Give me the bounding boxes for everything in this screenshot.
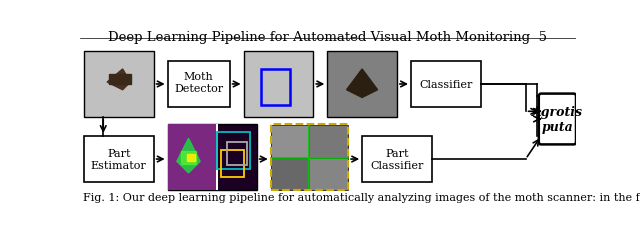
Bar <box>309 126 348 158</box>
Bar <box>327 52 397 117</box>
Bar <box>227 142 246 166</box>
Polygon shape <box>120 75 131 84</box>
Text: Fig. 1: Our deep learning pipeline for automatically analyzing images of the mot: Fig. 1: Our deep learning pipeline for a… <box>83 192 640 202</box>
Text: Classifier: Classifier <box>419 80 472 90</box>
Bar <box>309 158 348 190</box>
Bar <box>217 133 250 169</box>
Polygon shape <box>107 70 131 90</box>
FancyBboxPatch shape <box>539 94 576 145</box>
Bar <box>411 62 481 108</box>
Bar <box>168 62 230 108</box>
Bar <box>84 136 154 182</box>
Bar <box>168 125 257 190</box>
Polygon shape <box>109 75 120 84</box>
Bar <box>271 126 309 158</box>
Polygon shape <box>347 70 378 98</box>
Bar <box>84 52 154 117</box>
Text: Part
Classifier: Part Classifier <box>371 149 424 170</box>
Bar <box>271 158 309 190</box>
Text: Moth
Detector: Moth Detector <box>174 72 223 93</box>
Bar <box>271 125 348 190</box>
Text: Part
Estimator: Part Estimator <box>91 149 147 170</box>
Bar <box>168 125 216 190</box>
Text: Agrotis
puta: Agrotis puta <box>532 106 583 134</box>
Polygon shape <box>177 139 200 173</box>
Polygon shape <box>187 154 195 162</box>
Polygon shape <box>180 152 196 164</box>
Bar <box>244 52 313 117</box>
Bar <box>216 125 218 190</box>
Text: Deep Learning Pipeline for Automated Visual Moth Monitoring  5: Deep Learning Pipeline for Automated Vis… <box>109 31 547 44</box>
Bar <box>362 136 432 182</box>
Bar <box>221 150 244 177</box>
Bar <box>260 70 290 106</box>
